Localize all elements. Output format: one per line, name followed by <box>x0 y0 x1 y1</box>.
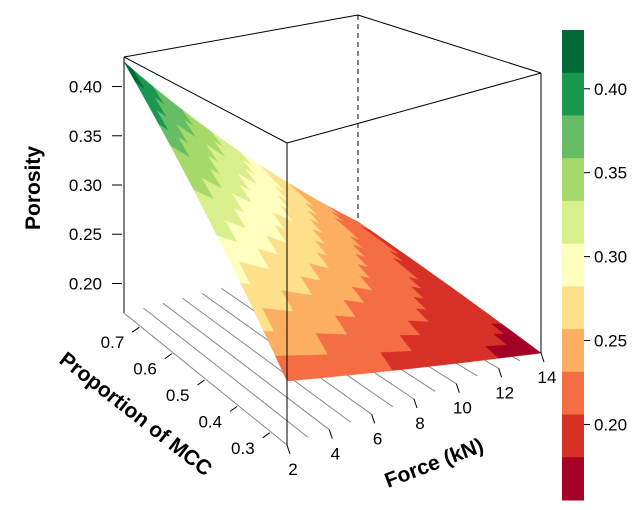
colorbar-swatch <box>562 286 584 330</box>
colorbar-swatch <box>562 72 584 116</box>
z-axis: 0.20 0.25 0.30 0.35 0.40 <box>69 78 122 293</box>
back-box-edges <box>123 14 542 254</box>
colorbar-swatch <box>562 414 584 458</box>
y-tick-label: 0.3 <box>231 439 255 458</box>
colorbar: 0.40 0.35 0.30 0.25 0.20 <box>562 30 627 501</box>
z-tick-label: 0.25 <box>69 225 102 244</box>
x-tick-label: 8 <box>415 414 424 433</box>
colorbar-label: 0.20 <box>594 415 627 434</box>
x-tick-mark <box>328 429 333 439</box>
colorbar-swatch <box>562 158 584 202</box>
y-tick-label: 0.7 <box>101 333 125 352</box>
y-tick-label: 0.6 <box>133 360 157 379</box>
colorbar-label: 0.25 <box>594 332 627 351</box>
floor-line <box>162 302 330 431</box>
floor-line <box>123 312 288 446</box>
surface-patch <box>516 342 542 355</box>
colorbar-swatch <box>562 457 584 501</box>
x-tick-mark <box>286 444 291 455</box>
y-tick-mark <box>262 432 270 439</box>
z-tick-label: 0.20 <box>69 274 102 293</box>
x-tick-label: 10 <box>453 399 472 418</box>
y-tick-label: 0.4 <box>198 412 222 431</box>
box-edge-top-front-left <box>123 56 288 144</box>
x-tick-mark <box>371 414 376 424</box>
box-edge-top-front-right <box>286 72 542 144</box>
colorbar-label: 0.30 <box>594 248 627 267</box>
x-tick-mark <box>540 352 545 363</box>
y-tick-mark <box>132 326 140 333</box>
box-edge-top-right <box>357 14 542 74</box>
porosity-surface <box>123 61 542 382</box>
y-tick-label: 0.5 <box>166 386 190 405</box>
x-tick-label: 6 <box>373 429 382 448</box>
y-tick-mark <box>229 405 238 412</box>
colorbar-swatch <box>562 200 584 245</box>
floor-line <box>182 297 351 423</box>
x-axis-title: Force (kN) <box>382 434 487 493</box>
colorbar-label: 0.40 <box>594 80 627 99</box>
front-box-edges <box>123 56 542 445</box>
z-tick-label: 0.30 <box>69 176 102 195</box>
x-tick-mark <box>413 398 418 409</box>
z-tick-label: 0.35 <box>69 127 102 146</box>
z-tick-label: 0.40 <box>69 78 102 97</box>
z-axis-title: Porosity <box>22 146 45 230</box>
y-tick-mark <box>164 353 173 360</box>
colorbar-swatch <box>562 371 584 416</box>
x-tick-label: 2 <box>288 460 297 479</box>
floor-line <box>143 307 309 438</box>
box-edge-top-back <box>123 14 359 58</box>
x-tick-label: 12 <box>495 383 514 402</box>
colorbar-swatch <box>562 243 584 287</box>
x-tick-mark <box>498 368 503 378</box>
y-tick-mark <box>197 379 205 386</box>
x-tick-mark <box>455 383 460 393</box>
x-tick-label: 4 <box>331 445 340 464</box>
y-axis: 0.3 0.4 0.5 0.6 0.7 <box>101 326 270 458</box>
x-tick-label: 14 <box>538 368 557 387</box>
colorbar-swatch <box>562 329 584 373</box>
colorbar-swatch <box>562 30 584 74</box>
x-axis: 2 4 6 8 10 12 14 <box>286 352 557 479</box>
colorbar-swatch <box>562 115 584 159</box>
colorbar-label: 0.35 <box>594 164 627 183</box>
